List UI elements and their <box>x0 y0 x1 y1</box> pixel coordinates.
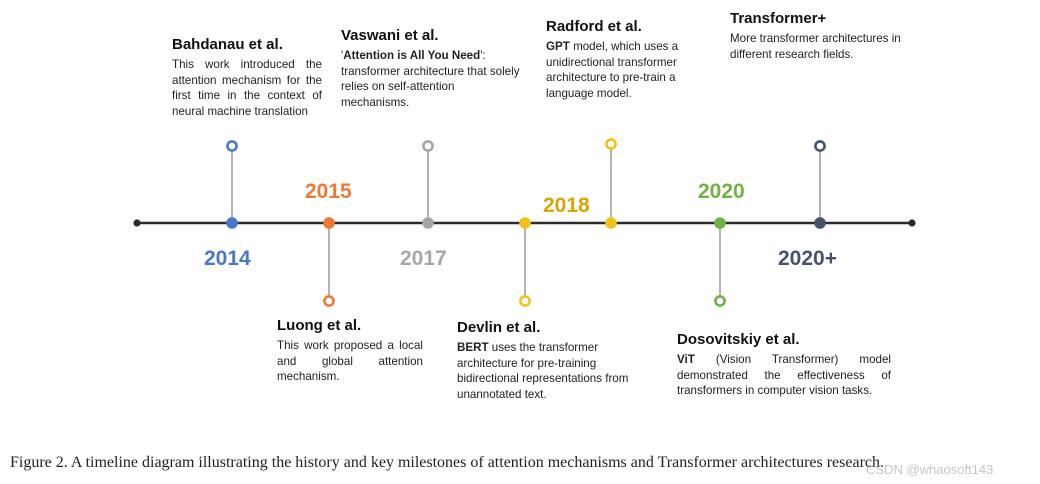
year-label-2014: 2014 <box>204 247 251 270</box>
event-title: Vaswani et al. <box>341 27 439 44</box>
axis-dot-luong <box>323 217 335 229</box>
event-description: ViT (Vision Transformer) model demonstra… <box>677 353 891 397</box>
event-title: Radford et al. <box>546 18 642 35</box>
year-label-2015: 2015 <box>305 180 352 203</box>
year-label-2020: 2020 <box>698 180 745 203</box>
event-radford: Radford et al. GPT model, which uses a u… <box>546 18 708 101</box>
event-title: Dosovitskiy et al. <box>677 331 800 348</box>
event-title: Luong et al. <box>277 317 362 334</box>
year-label-2017: 2017 <box>400 247 447 270</box>
event-title: Bahdanau et al. <box>172 36 283 53</box>
year-label-2018: 2018 <box>543 194 590 217</box>
axis-start-dot <box>133 219 141 227</box>
event-title: Transformer+ <box>730 10 827 27</box>
milestone-markers <box>226 138 826 307</box>
event-description: More transformer architectures in differ… <box>730 32 901 61</box>
axis-dot-transformer-plus <box>814 217 826 229</box>
model-name: GPT <box>546 40 570 53</box>
event-luong: Luong et al. This work proposed a local … <box>277 317 423 385</box>
event-dosovitskiy: Dosovitskiy et al. ViT (Vision Transform… <box>677 331 891 399</box>
watermark: CSDN @whaosoft143 <box>866 462 994 477</box>
event-vaswani: Vaswani et al. 'Attention is All You Nee… <box>341 27 523 110</box>
endpoint-dot-luong <box>323 295 335 307</box>
endpoint-dot-bahdanau <box>226 140 238 152</box>
event-bahdanau: Bahdanau et al. This work introduced the… <box>172 36 322 119</box>
axis-dot-bahdanau <box>226 217 238 229</box>
event-description: 'Attention is All You Need': transformer… <box>341 49 520 109</box>
event-description: This work introduced the attention mecha… <box>172 58 322 118</box>
axis-dot-vaswani <box>422 217 434 229</box>
event-description: This work proposed a local and global at… <box>277 339 423 383</box>
event-transformer-plus: Transformer+ More transformer architectu… <box>730 10 928 62</box>
year-label-2020-plus: 2020+ <box>778 247 837 270</box>
event-description: GPT model, which uses a unidirectional t… <box>546 40 679 100</box>
model-name: ViT <box>677 353 695 366</box>
endpoint-dot-vaswani <box>422 140 434 152</box>
axis-dot-dosovitskiy <box>714 217 726 229</box>
endpoint-dot-radford <box>605 138 617 150</box>
axis-end-dot <box>908 219 916 227</box>
endpoint-dot-dosovitskiy <box>714 295 726 307</box>
event-devlin: Devlin et al. BERT uses the transformer … <box>457 319 635 402</box>
connector-lines <box>231 144 821 301</box>
model-name: BERT <box>457 341 489 354</box>
axis-dot-devlin <box>519 217 531 229</box>
event-description: BERT uses the transformer architecture f… <box>457 341 629 401</box>
paper-title: Attention is All You Need <box>343 49 481 62</box>
endpoint-dot-devlin <box>519 295 531 307</box>
figure-caption: Figure 2. A timeline diagram illustratin… <box>10 454 885 471</box>
endpoint-dot-transformer-plus <box>814 140 826 152</box>
event-title: Devlin et al. <box>457 319 541 336</box>
axis-dot-radford <box>605 217 617 229</box>
